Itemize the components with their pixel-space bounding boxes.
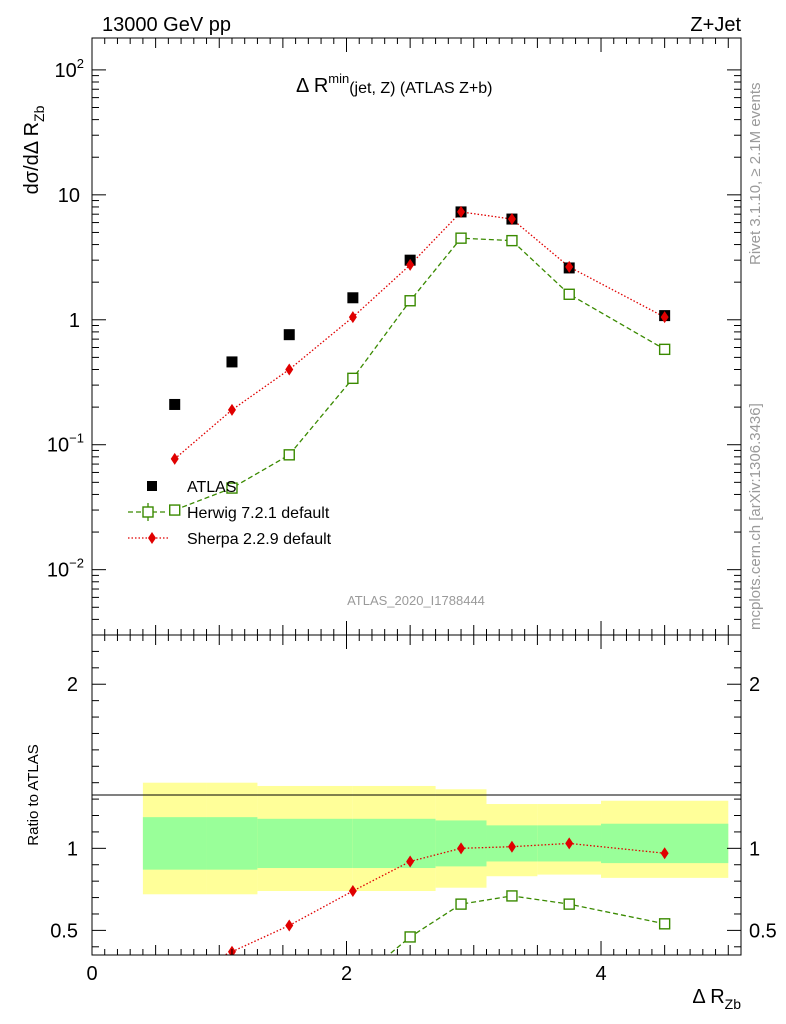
legend: ATLAS Herwig 7.2.1 default Sherpa 2.2.9 … xyxy=(128,479,332,548)
ratio-data-layer xyxy=(223,837,671,955)
sherpa-point xyxy=(406,258,415,271)
ratio-xlabel: Δ RZb xyxy=(692,986,741,1012)
legend-sherpa-marker xyxy=(148,532,156,544)
ratio-ytick-label-right: 0.5 xyxy=(749,920,777,942)
sherpa-point xyxy=(348,311,357,324)
ratio-ytick-label-left: 0.5 xyxy=(50,920,78,942)
ratio-band-inner xyxy=(257,818,353,869)
ratio-herwig-point xyxy=(404,931,416,943)
herwig-point xyxy=(658,343,671,356)
ratio-xtick-label: 0 xyxy=(86,963,97,985)
legend-herwig-marker xyxy=(142,506,154,518)
ratio-xtick-label: 4 xyxy=(595,963,606,985)
ratio-xtick-label: 2 xyxy=(341,963,352,985)
sherpa-point xyxy=(285,363,294,376)
herwig-point xyxy=(283,449,295,461)
main-title: Δ Rmin(jet, Z) (ATLAS Z+b) xyxy=(296,71,493,97)
ratio-sherpa-point xyxy=(406,855,415,868)
mcplots-label: mcplots.cern.ch [arXiv:1306.3436] xyxy=(747,403,764,630)
main-data-layer xyxy=(169,205,671,516)
legend-atlas-marker xyxy=(147,481,157,491)
main-ytick-base: 10 xyxy=(47,435,69,457)
ratio-ytick-label-right: 2 xyxy=(749,674,760,696)
main-ytick-exp: 2 xyxy=(77,56,84,71)
ratio-sherpa-point xyxy=(348,885,357,897)
herwig-point xyxy=(226,482,238,494)
herwig-point xyxy=(347,372,359,385)
legend-sherpa-label: Sherpa 2.2.9 default xyxy=(187,531,332,548)
ratio-frame xyxy=(91,634,742,956)
legend-herwig-label: Herwig 7.2.1 default xyxy=(187,505,330,522)
ratio-band-inner xyxy=(206,817,258,870)
main-ytick-base: 10 xyxy=(58,185,80,207)
atlas-point xyxy=(169,398,181,410)
herwig-point xyxy=(455,232,467,244)
ratio-sherpa-point xyxy=(660,847,669,860)
main-ytick-base: 10 xyxy=(55,60,77,82)
process-label: Z+Jet xyxy=(690,14,741,36)
ratio-herwig-point xyxy=(563,898,575,910)
ratio-bands xyxy=(142,782,729,895)
main-ytick-exp: −1 xyxy=(69,431,84,446)
ratio-sherpa-point xyxy=(285,919,294,932)
herwig-point xyxy=(563,288,575,300)
ratio-ytick-label-left: 2 xyxy=(67,674,78,696)
ratio-herwig-line xyxy=(387,895,665,955)
ratio-xlabel-sub: Zb xyxy=(725,996,742,1012)
sherpa-point xyxy=(565,260,574,273)
energy-label: 13000 GeV pp xyxy=(102,14,231,36)
sherpa-point xyxy=(170,452,179,465)
ratio-ytick-label-left: 1 xyxy=(67,838,78,860)
main-ytick-label: 10−2 xyxy=(47,556,84,582)
atlas-point xyxy=(283,329,295,341)
main-ytick-label: 1 xyxy=(69,310,80,332)
main-title-main: Δ R xyxy=(296,75,328,97)
main-ytick-base: 1 xyxy=(69,310,80,332)
rivet-label: Rivet 3.1.10, ≥ 2.1M events xyxy=(747,83,764,266)
ratio-band-inner xyxy=(142,817,207,870)
sherpa-point xyxy=(660,311,669,324)
main-ytick-base: 10 xyxy=(47,560,69,582)
atlas-point xyxy=(347,292,359,304)
ratio-xlabel-main: Δ R xyxy=(692,986,724,1008)
ratio-ytick-label-right: 1 xyxy=(749,838,760,860)
ratio-herwig-point xyxy=(658,918,671,930)
ratio-panel: 0.5 0.5 1 1 2 2 0 2 4 Ratio to ATLAS Δ RZb xyxy=(25,634,777,1012)
main-ylabel-sub: Zb xyxy=(31,105,47,122)
legend-atlas-label: ATLAS xyxy=(187,479,237,496)
ratio-band-inner xyxy=(352,818,436,869)
sherpa-point xyxy=(507,213,516,226)
atlas-point xyxy=(226,356,238,368)
ratio-sherpa-point xyxy=(507,840,516,853)
main-ytick-label: 10−1 xyxy=(47,431,84,457)
main-title-rest: (jet, Z) (ATLAS Z+b) xyxy=(349,80,492,97)
sherpa-point xyxy=(457,205,466,218)
herwig-point xyxy=(169,504,181,516)
ratio-sherpa-point xyxy=(457,842,466,855)
main-ytick-exp: −2 xyxy=(69,556,84,571)
main-ylabel-main: dσ/dΔ R xyxy=(21,122,43,194)
ratio-sherpa-point xyxy=(565,837,574,850)
herwig-point xyxy=(506,234,518,247)
herwig-point xyxy=(404,295,416,307)
sherpa-point xyxy=(227,403,236,416)
main-ylabel: dσ/dΔ RZb xyxy=(21,105,47,194)
ratio-ylabel: Ratio to ATLAS xyxy=(25,744,42,845)
sherpa-line xyxy=(174,211,665,460)
ratio-herwig-point xyxy=(455,898,467,910)
main-ytick-label: 102 xyxy=(55,56,84,82)
ratio-herwig-point xyxy=(506,890,518,902)
watermark: ATLAS_2020_I1788444 xyxy=(347,593,485,608)
main-ytick-label: 10 xyxy=(58,185,80,207)
main-title-sup: min xyxy=(328,71,349,86)
